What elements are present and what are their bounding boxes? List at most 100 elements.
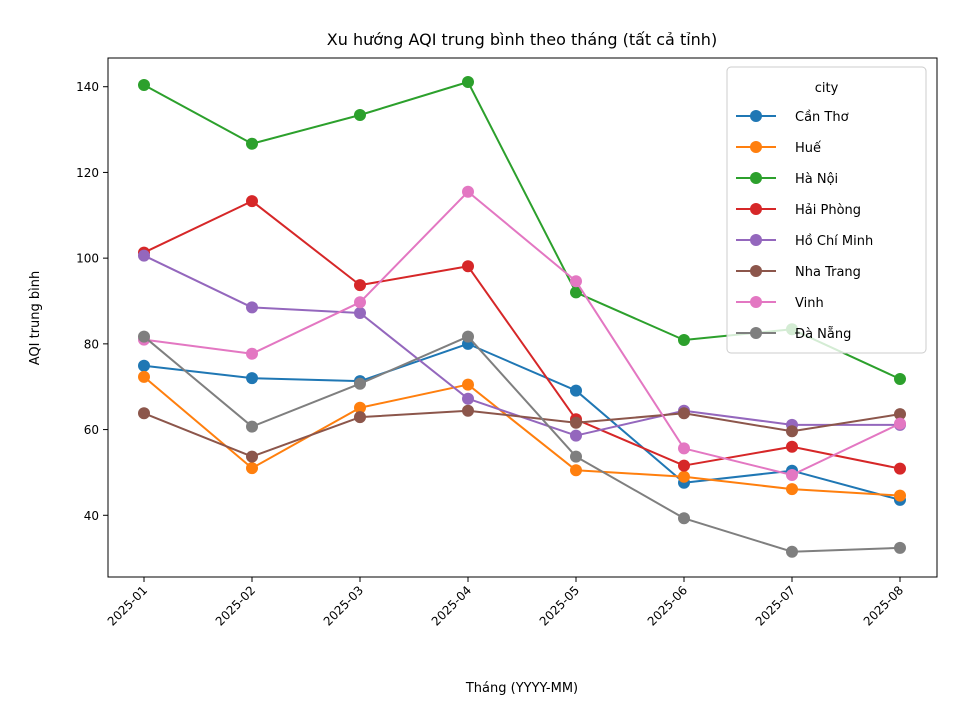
y-tick-label: 40 [84, 509, 99, 523]
data-point [246, 462, 258, 475]
legend-swatch-marker [750, 203, 762, 215]
data-point [894, 462, 906, 475]
series-layer [138, 76, 906, 558]
data-point [354, 411, 366, 424]
y-tick-label: 60 [84, 423, 99, 437]
data-point [138, 79, 150, 91]
series-7 [138, 330, 906, 558]
legend-label: Vinh [795, 296, 824, 311]
series-line [143, 190, 901, 476]
data-point [786, 545, 798, 558]
data-point [786, 469, 798, 481]
data-point [570, 384, 582, 397]
legend-label: Hà Nội [795, 172, 838, 187]
y-tick-label: 100 [76, 252, 99, 266]
series-5 [138, 404, 906, 463]
y-axis: 40 60 80 100 120 140 [76, 80, 108, 523]
legend-label: Huế [795, 141, 821, 156]
data-point [570, 450, 582, 463]
data-point [138, 359, 150, 372]
y-tick-label: 80 [84, 337, 99, 351]
data-point [462, 330, 474, 343]
data-point [786, 440, 798, 453]
legend-label: Nha Trang [795, 265, 861, 280]
data-point [138, 370, 150, 383]
legend-item: Hà Nội [736, 172, 838, 187]
data-point [570, 275, 582, 288]
data-point [462, 185, 474, 198]
y-axis-label: AQI trung bình [28, 271, 43, 366]
legend-item: Nha Trang [736, 265, 861, 280]
series-6 [138, 185, 906, 481]
legend-label: Hồ Chí Minh [795, 234, 873, 249]
legend-label: Đà Nẵng [795, 327, 851, 342]
data-point [894, 373, 906, 385]
chart-title: Xu hướng AQI trung bình theo tháng (tất … [327, 30, 717, 49]
data-point [246, 195, 258, 208]
plot-frame [107, 57, 938, 578]
legend-swatch-marker [750, 265, 762, 277]
data-point [894, 489, 906, 502]
data-point [138, 407, 150, 420]
legend-item: Vinh [736, 296, 824, 311]
data-point [354, 307, 366, 319]
data-point [246, 301, 258, 314]
data-point [678, 470, 690, 483]
legend-item: Cần Thơ [736, 110, 849, 125]
legend-title: city [815, 81, 839, 96]
series-1 [138, 370, 906, 502]
legend-box [726, 66, 927, 354]
legend-label: Cần Thơ [795, 110, 849, 125]
legend-swatch-marker [750, 327, 762, 339]
data-point [246, 420, 258, 433]
x-axis-label: Tháng (YYYY-MM) [465, 681, 578, 696]
data-point [138, 330, 150, 343]
legend-item: Hồ Chí Minh [736, 234, 873, 249]
data-point [570, 464, 582, 477]
data-point [354, 377, 366, 390]
legend-item: Đà Nẵng [736, 327, 851, 342]
series-line [143, 200, 901, 470]
data-point [678, 334, 690, 346]
legend-label: Hải Phòng [795, 203, 861, 218]
data-point [678, 459, 690, 472]
data-point [246, 450, 258, 463]
data-point [570, 286, 582, 299]
series-line [143, 342, 901, 501]
data-point [894, 417, 906, 430]
data-point [570, 416, 582, 429]
y-tick-label: 140 [76, 80, 99, 94]
data-point [462, 260, 474, 273]
legend-item: Huế [736, 141, 821, 156]
data-point [570, 429, 582, 442]
data-point [786, 425, 798, 438]
data-point [678, 407, 690, 420]
data-point [246, 372, 258, 385]
data-point [786, 483, 798, 496]
data-point [462, 404, 474, 417]
data-point [138, 249, 150, 262]
data-point [462, 378, 474, 391]
series-line [143, 409, 901, 458]
legend-item: Hải Phòng [736, 203, 861, 218]
data-point [462, 392, 474, 405]
legend-swatch-marker [750, 141, 762, 153]
legend: city Cần Thơ Huế Hà Nội Hải Phòng Hồ Chí Minh… [726, 66, 927, 354]
data-point [354, 401, 366, 414]
data-point [354, 279, 366, 292]
data-point [894, 541, 906, 554]
plot-area [107, 57, 938, 578]
data-point [354, 109, 366, 121]
legend-swatch-marker [750, 296, 762, 308]
data-point [246, 137, 258, 150]
data-point [354, 296, 366, 309]
data-point [678, 442, 690, 455]
series-line [143, 376, 901, 497]
data-point [678, 512, 690, 525]
legend-swatch-marker [750, 172, 762, 184]
data-point [894, 408, 906, 421]
series-line [143, 335, 901, 553]
data-point [462, 76, 474, 88]
y-tick-label: 120 [76, 166, 99, 180]
